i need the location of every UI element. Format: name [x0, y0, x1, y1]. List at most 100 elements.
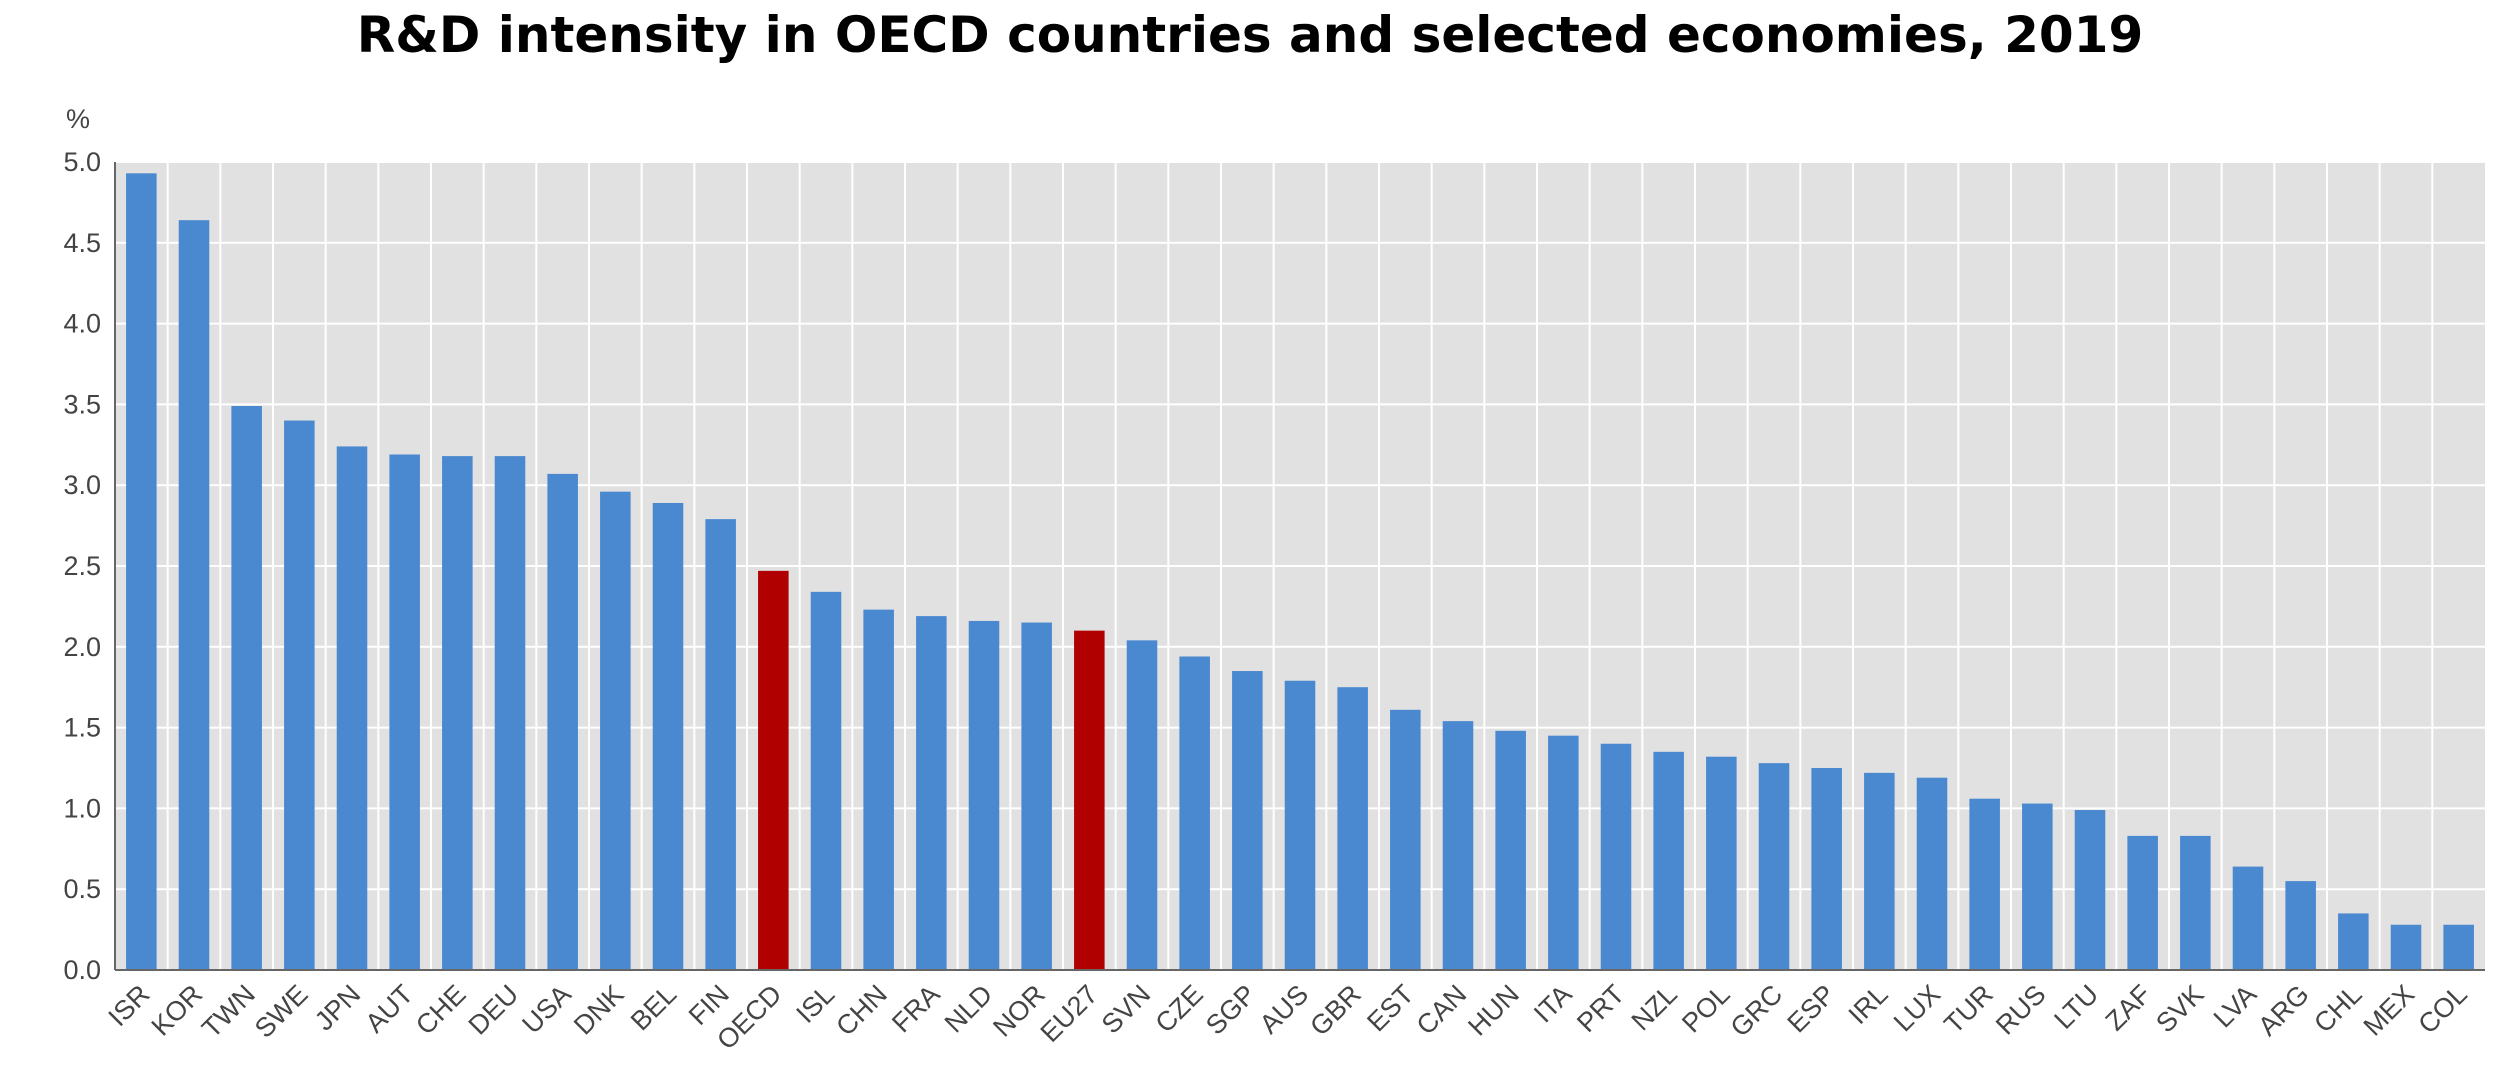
bar-mex	[2390, 924, 2422, 970]
x-tick-label: ISR	[103, 979, 156, 1032]
bar-tur	[1969, 798, 2000, 970]
bar-svn	[1126, 640, 1158, 970]
bar-oecd	[758, 570, 789, 970]
bar-deu	[494, 456, 526, 970]
bar-gbr	[1337, 687, 1368, 970]
bar-aut	[389, 454, 420, 971]
bar-arg	[2285, 881, 2316, 970]
x-tick-label: SWE	[249, 979, 314, 1044]
bar-isl	[810, 591, 842, 970]
x-tick-label: SGP	[1200, 979, 1262, 1041]
bar-usa	[547, 473, 578, 970]
x-tick-label: FRA	[886, 979, 945, 1038]
bar-grc	[1758, 763, 1790, 970]
y-tick-label: 1.5	[63, 713, 101, 743]
x-tick-label: LTU	[2048, 979, 2104, 1035]
bar-aus	[1284, 680, 1316, 970]
x-tick-label: AUT	[360, 979, 419, 1038]
bar-ita	[1548, 735, 1579, 970]
x-tick-label: MEX	[2358, 979, 2421, 1042]
bar-lux	[1916, 777, 1948, 970]
x-tick-label: CZE	[1150, 979, 1209, 1038]
x-tick-label: HUN	[1462, 979, 1525, 1042]
y-tick-label: 5.0	[63, 147, 101, 177]
y-tick-label: 0.0	[63, 955, 101, 985]
bar-isr	[126, 173, 157, 970]
bar-svk	[2180, 835, 2211, 970]
bar-pol	[1706, 756, 1737, 970]
x-tick-label: PRT	[1571, 979, 1630, 1038]
x-tick-label: CHE	[410, 979, 472, 1041]
bar-sgp	[1232, 671, 1263, 970]
x-tick-label: DEU	[463, 979, 525, 1041]
x-tick-label: LUX	[1888, 979, 1946, 1037]
x-tick-label: AUS	[1254, 979, 1314, 1039]
bar-jpn	[336, 446, 368, 970]
bar-fra	[916, 616, 947, 970]
bar-nzl	[1653, 751, 1684, 970]
bar-swe	[284, 420, 315, 970]
bar-twn	[231, 406, 262, 970]
bar-prt	[1600, 743, 1632, 970]
chart-title: R&D intensity in OECD countries and sele…	[356, 6, 2144, 64]
bar-can	[1442, 721, 1474, 970]
bar-hun	[1495, 730, 1526, 970]
bar-che	[442, 456, 473, 970]
bar-esp	[1811, 768, 1842, 970]
bar-ltu	[2074, 810, 2106, 970]
x-tick-label: COL	[2412, 979, 2472, 1039]
y-tick-label: 4.0	[63, 309, 101, 339]
x-tick-label: TWN	[196, 979, 261, 1044]
x-tick-label: USA	[516, 979, 576, 1039]
y-axis-unit-label: %	[66, 104, 90, 134]
x-tick-label: ARG	[2252, 979, 2315, 1042]
x-tick-label: ITA	[1528, 979, 1577, 1028]
x-tick-label: CAN	[1411, 979, 1473, 1041]
x-tick-label: CHN	[830, 979, 893, 1042]
x-tick-label: IRL	[1843, 979, 1894, 1030]
x-tick-label: NZL	[1626, 979, 1683, 1036]
x-tick-label: EU27	[1035, 979, 1104, 1048]
bar-fin	[705, 519, 736, 970]
y-tick-label: 3.0	[63, 470, 101, 500]
x-tick-label: DNK	[568, 979, 630, 1041]
x-tick-label: GBR	[1304, 979, 1367, 1042]
x-tick-label: NLD	[939, 979, 998, 1038]
y-tick-label: 4.5	[63, 228, 101, 258]
y-tick-label: 1.0	[63, 793, 101, 823]
x-tick-label: RUS	[1990, 979, 2052, 1041]
x-tick-label: POL	[1676, 979, 1735, 1038]
y-tick-label: 2.5	[63, 551, 101, 581]
bar-dnk	[600, 491, 631, 970]
x-tick-label: ZAF	[2100, 979, 2157, 1036]
y-tick-label: 0.5	[63, 874, 101, 904]
bar-chn	[863, 609, 894, 970]
bar-nld	[968, 620, 1000, 970]
bar-kor	[178, 220, 210, 970]
x-tick-label: TUR	[1938, 979, 1998, 1039]
x-tick-label: EST	[1361, 979, 1419, 1037]
y-tick-label: 3.5	[63, 389, 101, 419]
x-tick-label: SVN	[1096, 979, 1156, 1039]
bar-irl	[1864, 772, 1895, 970]
bar-eu27	[1074, 630, 1105, 970]
bar-col	[2443, 924, 2474, 970]
x-tick-label: BEL	[625, 979, 682, 1036]
bars	[126, 173, 2474, 971]
bar-lva	[2232, 866, 2264, 970]
x-tick-label: LVA	[2208, 979, 2262, 1033]
bar-chl	[2338, 913, 2369, 970]
bar-zaf	[2127, 835, 2158, 970]
x-tick-label: CHL	[2308, 979, 2367, 1038]
bar-est	[1390, 709, 1421, 970]
y-tick-label: 2.0	[63, 632, 101, 662]
x-tick-label: GRC	[1725, 979, 1789, 1043]
bar-rus	[2022, 803, 2053, 970]
bar-cze	[1179, 656, 1210, 970]
bar-bel	[652, 502, 684, 970]
x-tick-label: SVK	[2150, 979, 2209, 1038]
x-tick-label: KOR	[146, 979, 209, 1042]
x-tick-label: ESP	[1781, 979, 1840, 1038]
bar-nor	[1021, 622, 1052, 970]
